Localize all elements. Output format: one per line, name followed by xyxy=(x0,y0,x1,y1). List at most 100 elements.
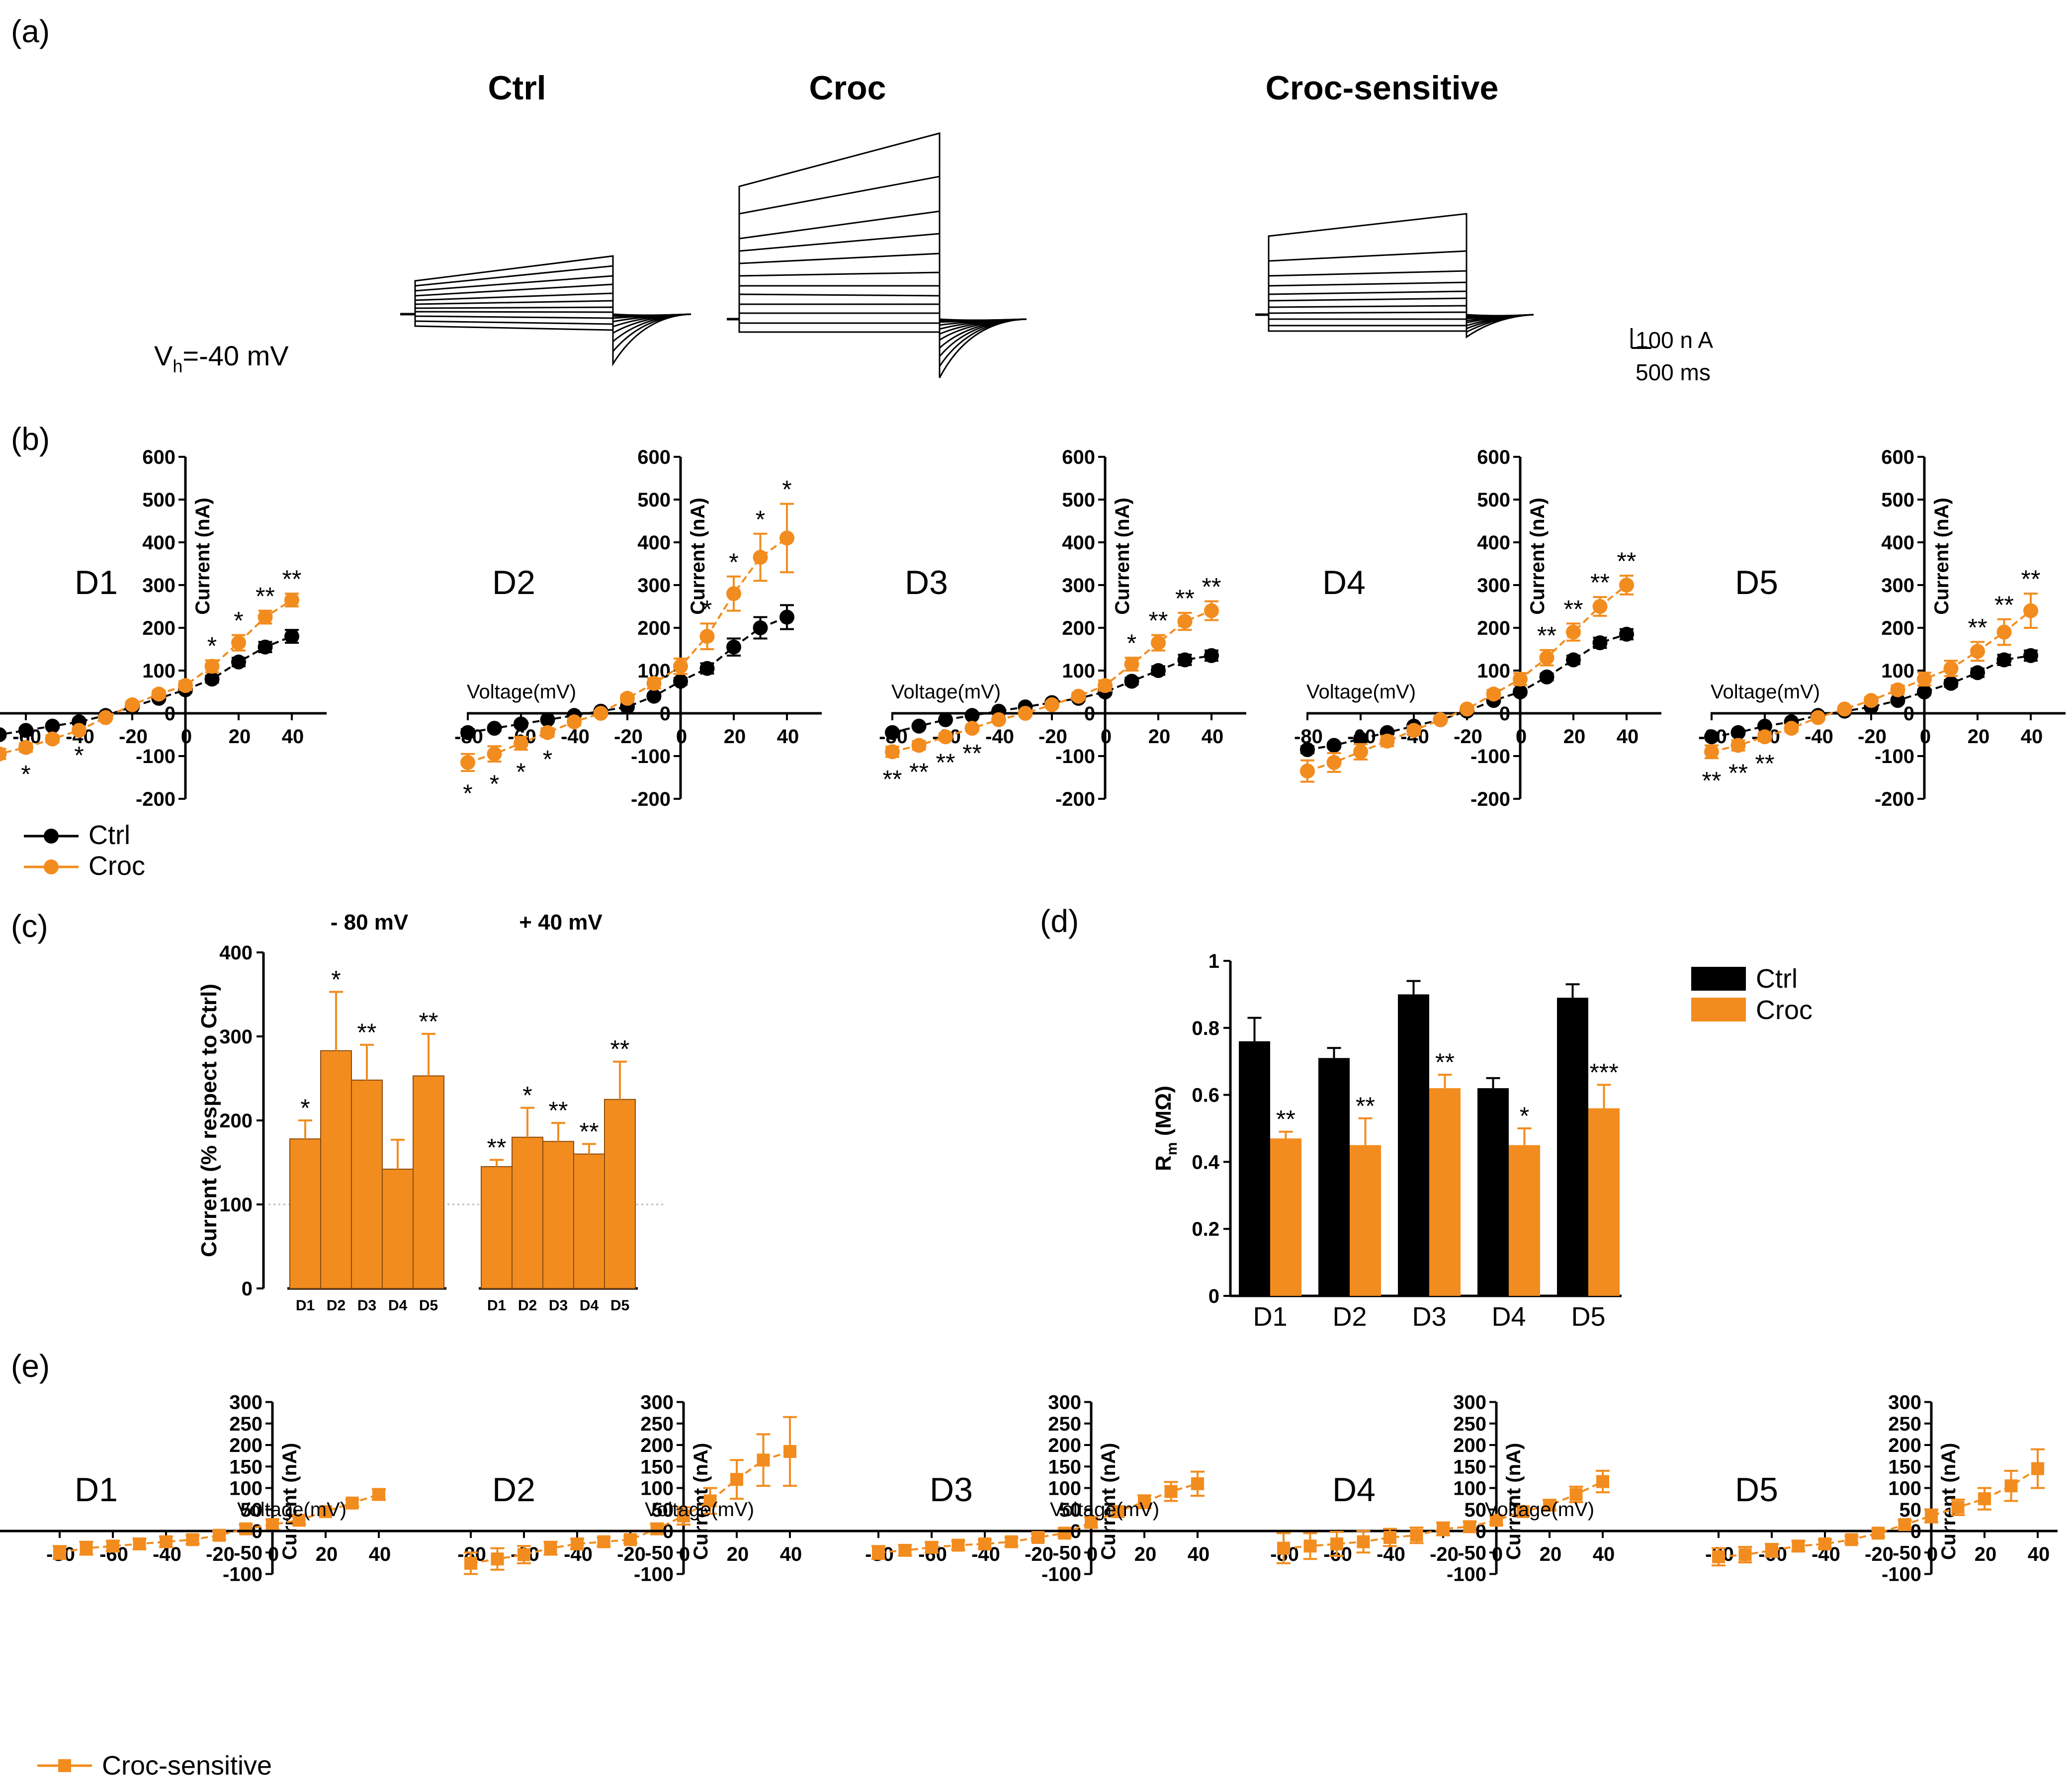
y-tick-label: 600 xyxy=(1881,446,1914,468)
data-point xyxy=(1539,669,1554,684)
bar-croc xyxy=(1588,1108,1620,1296)
data-point xyxy=(98,710,113,725)
data-point xyxy=(646,676,662,691)
data-point xyxy=(872,1546,885,1559)
y-tick-label: -100 xyxy=(136,746,175,767)
x-tick-label: D5 xyxy=(610,1297,629,1314)
significance-marker: ** xyxy=(1994,591,2014,619)
x-tick-label: -20 xyxy=(119,726,148,748)
x-tick-label: 20 xyxy=(316,1543,338,1565)
data-point xyxy=(487,746,502,762)
group-label: + 40 mV xyxy=(519,910,603,935)
y-tick-label: -100 xyxy=(1882,1564,1921,1586)
bar-ctrl xyxy=(1318,1058,1350,1296)
data-point xyxy=(319,1505,332,1519)
day-label: D1 xyxy=(75,564,118,601)
significance-marker: * xyxy=(21,760,30,788)
y-axis-label: Current (% respect to Ctrl) xyxy=(197,984,221,1257)
data-point xyxy=(1277,1541,1290,1555)
y-tick-label: 0.4 xyxy=(1192,1151,1219,1173)
data-point xyxy=(673,674,688,689)
bar-chart-c: 0 100 200 300 400 Current (% respect to Ctrl)… xyxy=(197,910,666,1314)
significance-marker: * xyxy=(522,1082,532,1109)
y-axis-label: Current (nA) xyxy=(1098,1443,1120,1560)
x-tick-label: 0 xyxy=(679,1543,690,1565)
x-tick-label: 40 xyxy=(282,726,304,748)
x-axis-label: Voltage(mV) xyxy=(1711,681,1820,703)
x-tick-label: -20 xyxy=(1865,1543,1894,1565)
data-point xyxy=(1730,738,1746,753)
x-tick-label: 40 xyxy=(369,1543,391,1565)
data-point xyxy=(1951,1501,1965,1514)
data-point xyxy=(2023,648,2038,663)
x-tick-label: -20 xyxy=(1454,726,1482,748)
y-tick-label: 300 xyxy=(219,1026,253,1048)
x-tick-label: D2 xyxy=(327,1297,345,1314)
panel-c: (c) 0 100 200 300 400 Current (% respect to Ct… xyxy=(11,908,666,1314)
data-point xyxy=(624,1533,637,1546)
data-point xyxy=(1757,729,1772,745)
bar-croc xyxy=(1270,1138,1301,1296)
significance-marker: ** xyxy=(1175,585,1195,612)
data-point xyxy=(1917,672,1932,687)
panel-label-e: (e) xyxy=(11,1348,50,1384)
data-point xyxy=(911,718,927,734)
trace-title-ctrl: Ctrl xyxy=(488,69,546,107)
x-tick-label: 20 xyxy=(229,726,251,748)
legend-swatch-croc xyxy=(1691,998,1746,1022)
y-tick-label: 200 xyxy=(219,1110,253,1132)
legend-label-ctrl: Ctrl xyxy=(88,820,130,850)
significance-marker: ** xyxy=(909,758,929,786)
data-point xyxy=(1765,1543,1778,1557)
data-point xyxy=(204,659,220,674)
significance-marker: ** xyxy=(1149,607,1168,635)
y-tick-label: 300 xyxy=(1881,575,1914,596)
y-tick-label: 1 xyxy=(1209,950,1219,972)
panel-d: (d) 0 0.2 0.4 0.6 0.8 1 Rm (MΩ) ** D1 ** D2 ** D3 * D4 *… xyxy=(1040,903,1813,1332)
significance-marker: * xyxy=(1520,1102,1529,1130)
data-point xyxy=(1917,684,1932,699)
bar-ctrl xyxy=(1477,1088,1509,1296)
data-point xyxy=(53,1546,66,1559)
x-tick-label: D2 xyxy=(518,1297,537,1314)
current-trace xyxy=(738,318,1027,333)
series-croc-sensitive xyxy=(464,1416,797,1575)
x-tick-label: 40 xyxy=(1202,726,1224,748)
data-point xyxy=(1177,652,1193,668)
bar xyxy=(481,1166,513,1289)
y-tick-label: 100 xyxy=(229,1478,262,1500)
data-point xyxy=(1353,744,1368,760)
significance-marker: ** xyxy=(1728,759,1748,787)
y-tick-label: 0.6 xyxy=(1192,1085,1219,1107)
data-point xyxy=(2023,603,2038,618)
data-point xyxy=(345,1496,359,1510)
y-tick-label: -50 xyxy=(1893,1542,1921,1564)
series-croc-sensitive xyxy=(1277,1469,1610,1564)
y-axis-label: Current (nA) xyxy=(279,1443,301,1560)
significance-marker: ** xyxy=(1968,613,1987,641)
y-tick-label: 100 xyxy=(1477,660,1510,682)
y-tick-label: 150 xyxy=(229,1456,262,1478)
y-tick-label: 300 xyxy=(229,1392,262,1414)
x-tick-label: 20 xyxy=(1563,726,1586,748)
y-tick-label: 100 xyxy=(640,1478,674,1500)
data-point xyxy=(491,1552,504,1566)
y-tick-label: -50 xyxy=(1052,1542,1081,1564)
data-point xyxy=(1300,764,1315,779)
x-tick-label: D3 xyxy=(357,1297,376,1314)
day-label: D5 xyxy=(1735,1471,1778,1509)
data-point xyxy=(231,635,246,651)
data-point xyxy=(1943,661,1959,676)
legend-label-croc: Croc xyxy=(1756,995,1813,1025)
x-tick-label: 0 xyxy=(1927,1543,1938,1565)
x-tick-label: 40 xyxy=(2028,1543,2050,1565)
data-point xyxy=(544,1541,557,1555)
significance-marker: * xyxy=(516,758,525,786)
x-tick-label: -40 xyxy=(561,726,590,748)
y-tick-label: 100 xyxy=(219,1194,253,1216)
y-tick-label: 400 xyxy=(219,942,253,964)
data-point xyxy=(106,1539,119,1553)
y-tick-label: 250 xyxy=(640,1413,674,1435)
data-point xyxy=(1071,688,1086,704)
y-axis-label: Rm (MΩ) xyxy=(1151,1086,1180,1171)
